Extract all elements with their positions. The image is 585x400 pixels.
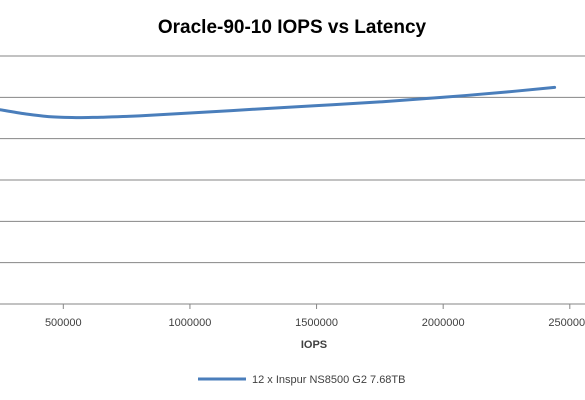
legend: 12 x Inspur NS8500 G2 7.68TB xyxy=(198,374,405,386)
x-axis-ticks: 500000 1000000 1500000 2000000 2500000 xyxy=(45,304,585,329)
x-axis-title: IOPS xyxy=(301,339,327,351)
x-tick-label: 1000000 xyxy=(169,317,212,329)
x-tick-label: 2000000 xyxy=(422,317,465,329)
gridlines xyxy=(0,55,585,264)
x-tick-label: 1500000 xyxy=(295,317,338,329)
chart-title: Oracle-90-10 IOPS vs Latency xyxy=(158,17,427,38)
series-line xyxy=(0,85,557,120)
legend-label: 12 x Inspur NS8500 G2 7.68TB xyxy=(252,374,405,386)
x-tick-label: 500000 xyxy=(45,317,82,329)
x-tick-label: 2500000 xyxy=(548,317,585,329)
series-layer xyxy=(0,85,557,120)
